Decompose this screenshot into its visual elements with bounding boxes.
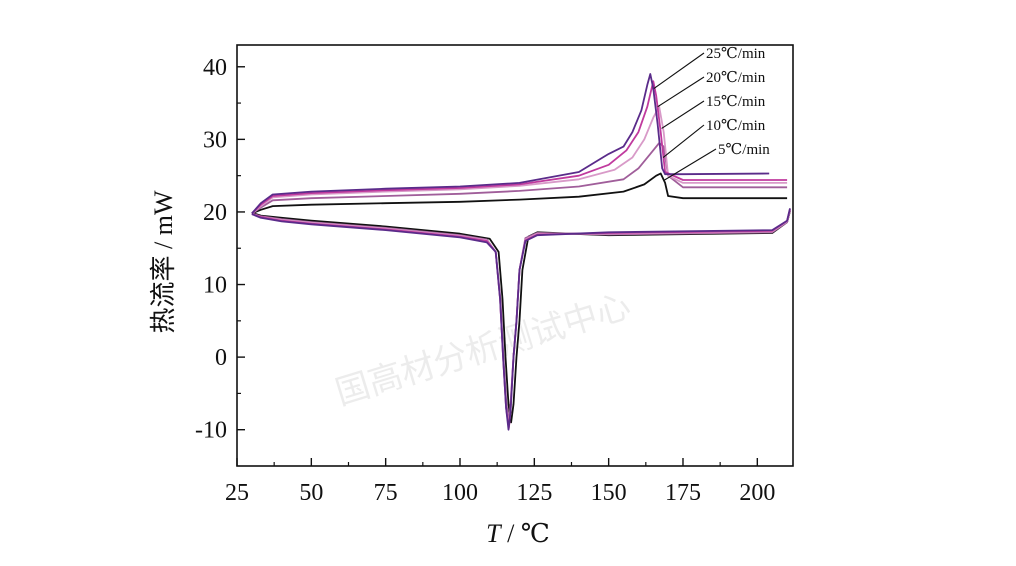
legend-leader-line [661,100,705,129]
legend-label: 20℃/min [706,70,766,86]
heating-curve [251,105,788,215]
y-tick-label: 10 [203,273,227,299]
plot-frame [236,44,794,467]
legend-leader-line [664,148,717,181]
x-tick-label: 175 [665,480,701,506]
heating-curve [251,80,788,215]
series-25℃/min [251,73,791,431]
legend-label: 10℃/min [706,118,766,134]
x-axis-title: T / ℃ [486,519,550,548]
legend-leader-line [657,76,705,108]
series-5℃/min [251,172,791,424]
y-tick-label: -10 [195,418,227,444]
x-tick-label: 75 [374,480,398,506]
x-tick-label: 100 [442,480,478,506]
y-axis-title: 热流率 / mW [149,190,178,333]
watermark: 国高材分析测试中心 [331,286,635,414]
legend-leader-line [653,52,705,90]
heating-curve [251,73,770,214]
x-tick-label: 150 [591,480,627,506]
watermark-text: 国高材分析测试中心 [331,286,635,414]
y-tick-label: 40 [203,55,227,81]
y-tick-label: 30 [203,127,227,153]
axis-ticks: 25 50 75 100 125 150 175 200 -10 0 10 20 30 40 [195,55,775,506]
series-group [251,73,791,431]
x-tick-label: 50 [299,480,323,506]
x-tick-label: 200 [739,480,775,506]
legend-leader-line [662,124,705,158]
x-tick-label: 25 [225,480,249,506]
y-tick-label: 20 [203,200,227,226]
plot-border [236,44,794,467]
x-tick-label: 125 [516,480,552,506]
x-axis-unit: / ℃ [501,519,550,548]
legend: 25℃/min 20℃/min 15℃/min 10℃/min 5℃/min [653,46,770,181]
legend-label: 25℃/min [706,46,766,62]
legend-label: 15℃/min [706,94,766,110]
legend-label: 5℃/min [718,142,770,158]
y-tick-label: 0 [215,345,227,371]
x-axis-variable: T [486,519,502,548]
heating-curve [251,142,788,215]
heating-curve [251,172,788,215]
cooling-curve [251,208,791,431]
